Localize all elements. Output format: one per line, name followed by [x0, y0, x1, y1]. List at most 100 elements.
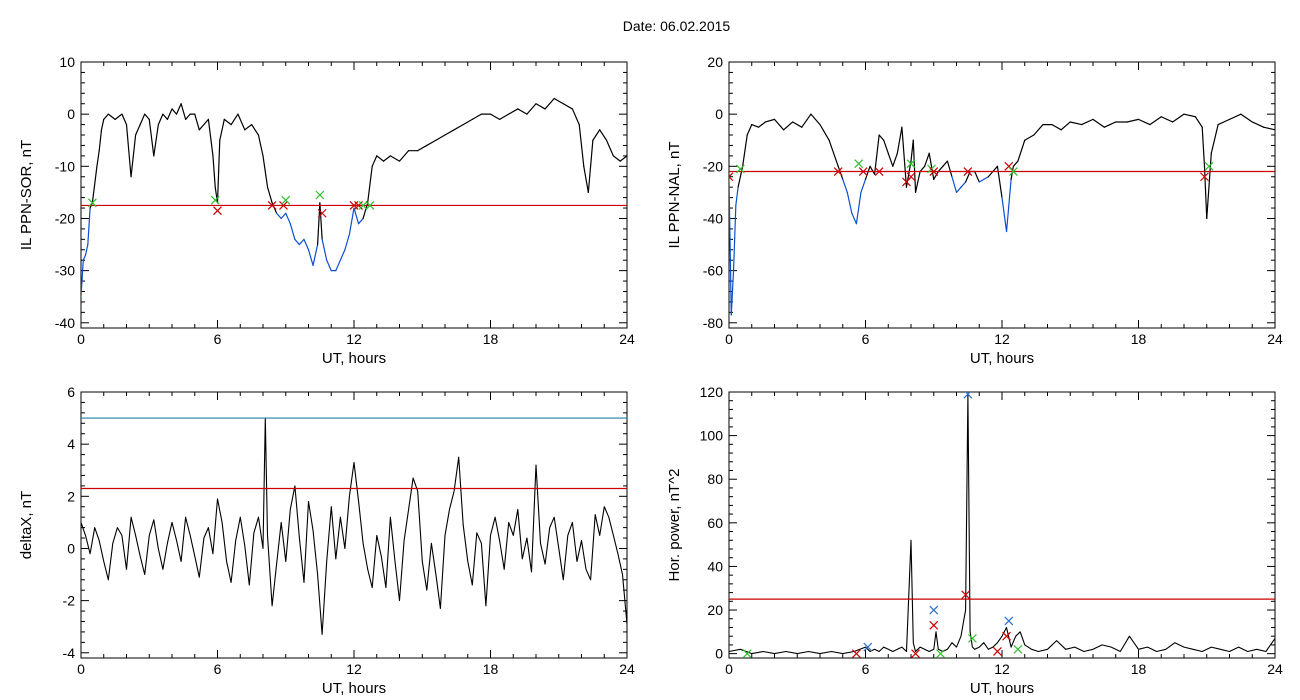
x-tick-label: 18 — [483, 331, 499, 347]
series-segment — [353, 207, 360, 225]
series-segment — [571, 108, 580, 126]
y-tick-label: 6 — [67, 384, 75, 400]
series-segment — [266, 186, 273, 204]
x-tick-label: 24 — [619, 331, 635, 347]
series-segment — [1033, 123, 1044, 136]
series-segment — [892, 152, 898, 167]
series-segment — [942, 160, 949, 167]
series-segment — [605, 139, 614, 157]
y-axis-label: IL PPN-SOR, nT — [18, 140, 35, 250]
x-tick-label: 0 — [77, 331, 85, 347]
series-segment — [592, 129, 601, 141]
series-segment — [298, 238, 305, 246]
data-point-marker — [317, 208, 327, 218]
y-tick-label: 40 — [707, 558, 723, 574]
series-segment — [87, 207, 91, 246]
series-line — [729, 393, 1275, 655]
plot-area — [729, 392, 1275, 658]
series-segment — [1024, 134, 1035, 141]
y-tick-label: -2 — [63, 593, 76, 609]
series-segment — [883, 139, 889, 154]
series-segment — [280, 212, 287, 220]
data-point-marker — [961, 590, 971, 600]
x-tick-label: 6 — [214, 661, 222, 677]
x-tick-label: 24 — [1267, 661, 1283, 677]
series-segment — [924, 152, 930, 167]
data-point-marker — [874, 167, 884, 176]
data-point-marker — [993, 647, 1002, 656]
series-segment — [1103, 121, 1117, 128]
y-tick-label: 20 — [707, 602, 723, 618]
series-segment — [471, 113, 482, 120]
series-segment — [103, 113, 109, 120]
series-segment — [955, 186, 962, 193]
y-tick-label: 0 — [67, 106, 75, 122]
series-segment — [100, 118, 105, 131]
data-point-marker — [1013, 644, 1023, 654]
series-segment — [230, 113, 239, 126]
x-tick-label: 18 — [1131, 661, 1147, 677]
y-tick-label: -20 — [55, 210, 75, 226]
series-segment — [578, 123, 585, 167]
series-segment — [619, 155, 627, 162]
series-segment — [339, 249, 346, 261]
series-segment — [81, 259, 84, 298]
y-tick-label: 4 — [67, 436, 75, 452]
data-point-marker — [929, 167, 939, 176]
plot-area — [81, 417, 627, 636]
series-segment — [1069, 121, 1083, 126]
data-point-marker — [858, 167, 868, 176]
series-segment — [251, 123, 260, 136]
series-segment — [285, 212, 291, 225]
series-segment — [978, 178, 985, 183]
series-segment — [376, 155, 385, 162]
series-segment — [1149, 116, 1162, 126]
series-segment — [599, 129, 608, 141]
series-segment — [810, 113, 821, 126]
series-segment — [453, 123, 464, 131]
y-tick-label: 80 — [707, 471, 723, 487]
x-tick-label: 12 — [346, 331, 362, 347]
y-axis-label: IL PPN-NAL, nT — [666, 142, 683, 249]
series-segment — [175, 103, 182, 115]
series-segment — [244, 123, 253, 131]
data-point-marker — [833, 167, 843, 176]
y-tick-label: 10 — [59, 54, 75, 70]
data-point-marker — [929, 620, 939, 630]
series-segment — [535, 103, 546, 110]
series-segment — [846, 191, 853, 214]
series-segment — [107, 113, 116, 120]
data-point-marker — [911, 649, 920, 658]
y-tick-label: 0 — [715, 106, 723, 122]
x-tick-label: 0 — [725, 331, 733, 347]
series-segment — [321, 238, 328, 261]
data-point-marker — [87, 198, 97, 208]
series-segment — [319, 202, 323, 240]
data-point-marker — [267, 201, 277, 210]
series-segment — [198, 123, 205, 131]
y-tick-label: 60 — [707, 515, 723, 531]
series-segment — [237, 113, 246, 131]
series-segment — [194, 113, 200, 131]
data-point-marker — [936, 649, 945, 658]
series-segment — [1251, 121, 1265, 128]
series-segment — [1017, 139, 1026, 162]
series-segment — [1005, 178, 1012, 233]
series-segment — [987, 170, 994, 178]
series-segment — [426, 139, 437, 147]
y-tick-label: 0 — [715, 646, 723, 662]
series-segment — [398, 150, 410, 162]
series-segment — [96, 150, 100, 167]
series-segment — [933, 170, 939, 180]
panel-hor-power: 0 6 12 18 24 0 20 40 60 80 100 120 UT, hours Hor. pow… — [666, 384, 1283, 697]
series-segment — [960, 181, 967, 188]
data-point-marker — [1204, 161, 1214, 171]
series-segment — [508, 108, 519, 115]
series-segment — [444, 129, 455, 136]
plot-area — [729, 113, 1275, 316]
series-segment — [951, 176, 958, 193]
series-segment — [919, 165, 926, 173]
series-segment — [312, 243, 319, 267]
series-segment — [162, 113, 169, 120]
